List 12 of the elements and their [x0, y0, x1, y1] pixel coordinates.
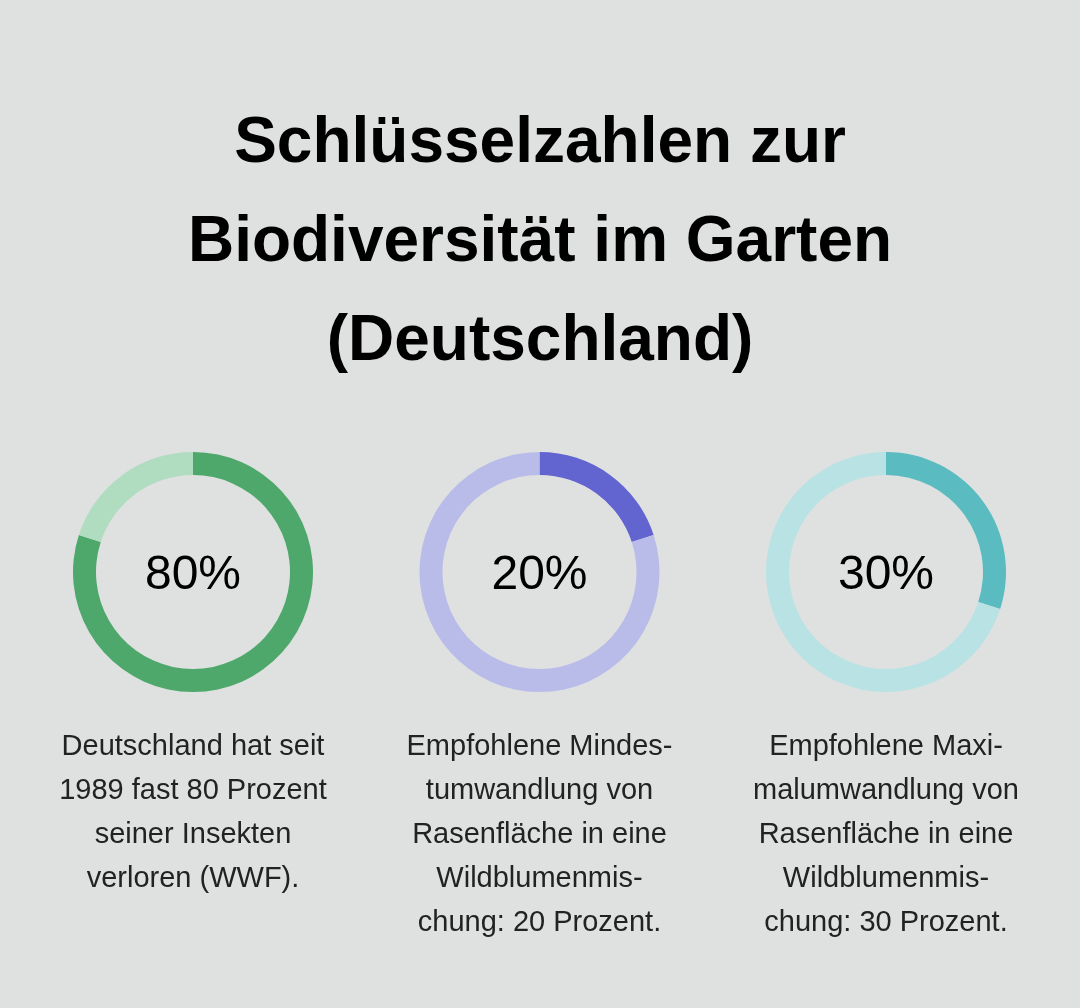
text: Deutschland hat seit 1989 fast 80 Prozent seiner Insekten verloren (WWF).	[59, 729, 327, 893]
text: 80%	[144, 546, 242, 599]
donut-slice	[73, 452, 313, 692]
text: 30%	[837, 546, 935, 599]
donut-slice	[766, 452, 1001, 692]
text: Empfohlene Mindes- tumwandlung von Rasenfläche in eine Wildblumenmis- chung: 20 Prozent.	[406, 729, 673, 937]
text: 20%	[491, 546, 588, 599]
donut-slice	[78, 452, 193, 543]
text: Schlüsselzahlen zur Biodiversität im Garten (Deutschland)	[187, 104, 893, 374]
donut-slice	[419, 452, 660, 692]
text: Empfohlene Maxi- malumwandlung von Rasenfläche in eine Wildblumenmis- chung: 30 Prozent.	[753, 729, 1019, 937]
donut-slice	[539, 452, 654, 543]
